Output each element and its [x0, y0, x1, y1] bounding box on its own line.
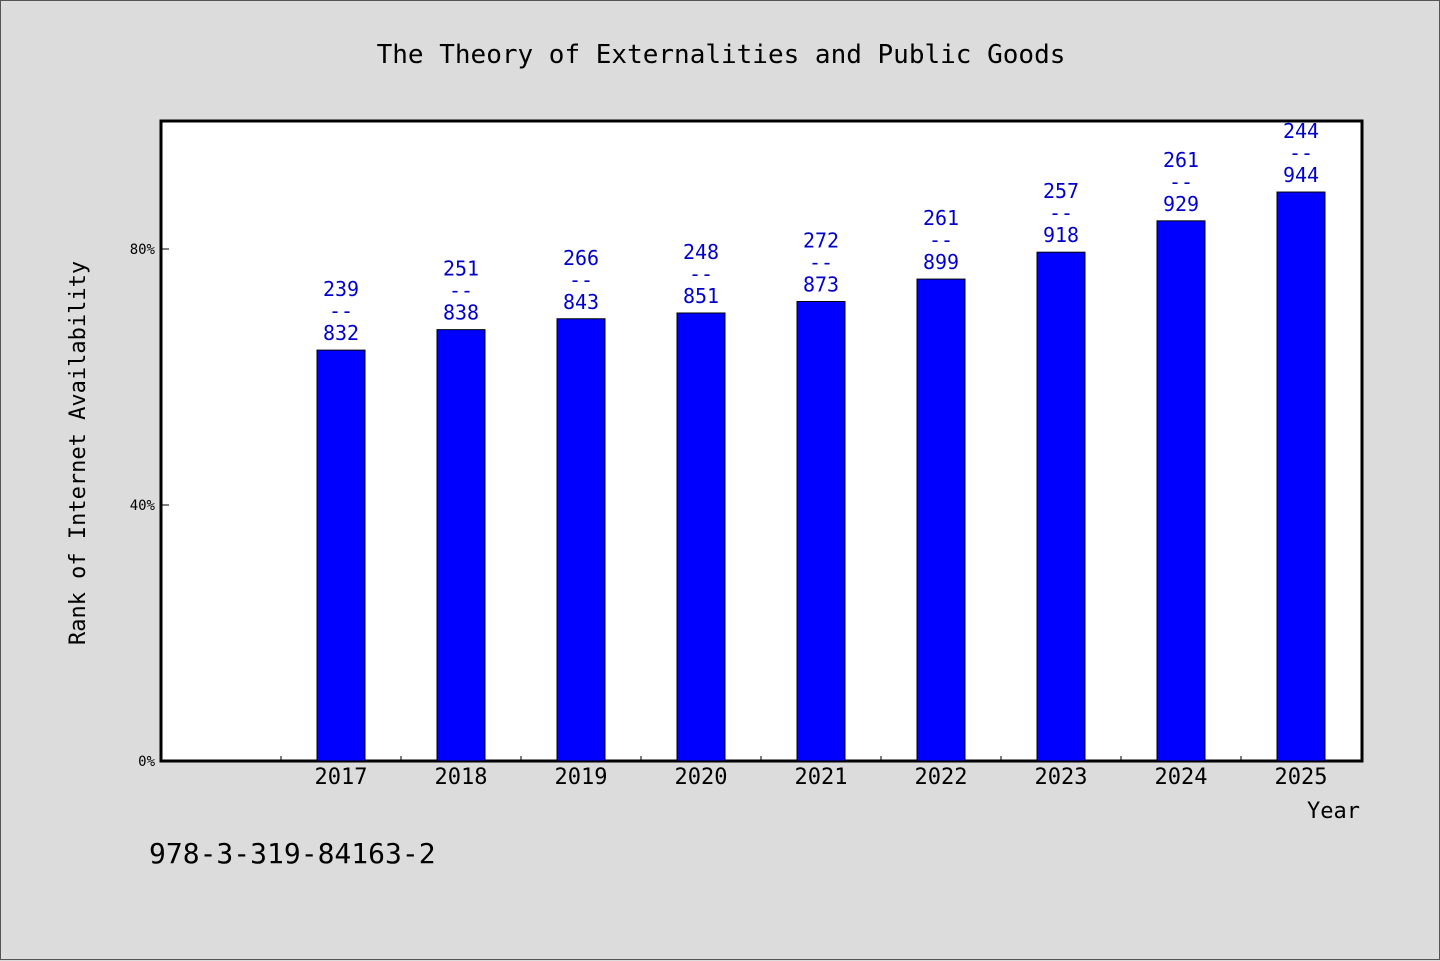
- bar-2019: [556, 318, 606, 762]
- x-tick-label-2022: 2022: [915, 765, 968, 790]
- y-tick-label-80: 80%: [130, 242, 156, 258]
- data-label-2020-line-2: --: [689, 262, 713, 286]
- x-tick-label-2025: 2025: [1275, 765, 1328, 790]
- data-label-2021-line-3: 873: [803, 272, 839, 296]
- x-tick-label-2023: 2023: [1035, 765, 1088, 790]
- y-tick-label-0: 0%: [138, 754, 155, 770]
- data-label-2023-line-1: 257: [1043, 179, 1079, 203]
- bar-2022: [916, 278, 966, 762]
- data-label-2022-line-2: --: [929, 228, 953, 252]
- bar-2021: [796, 300, 846, 762]
- bar-2020: [676, 312, 726, 762]
- y-tick-label-40: 40%: [130, 498, 156, 514]
- y-axis-title: Rank of Internet Availability: [66, 261, 91, 645]
- data-label-2017-line-2: --: [329, 299, 353, 323]
- y-axis-ticks: 0% 40% 80%: [130, 242, 169, 770]
- x-tick-label-2019: 2019: [555, 765, 608, 790]
- x-tick-label-2017: 2017: [315, 765, 368, 790]
- data-label-2019-line-3: 843: [563, 290, 599, 314]
- data-label-2023-line-2: --: [1049, 201, 1073, 225]
- bar-2017: [316, 349, 366, 762]
- data-label-2021-line-1: 272: [803, 228, 839, 252]
- data-label-2023-line-3: 918: [1043, 223, 1079, 247]
- data-label-2025-line-2: --: [1289, 141, 1313, 165]
- data-label-2021-line-2: --: [809, 250, 833, 274]
- x-axis-ticks: 2017 2018 2019 2020 2021 2022 2023 2024 2025: [280, 756, 1328, 790]
- data-label-2018-line-2: --: [449, 279, 473, 303]
- data-label-2024-line-1: 261: [1163, 148, 1199, 172]
- data-label-2019-line-1: 266: [563, 246, 599, 270]
- bar-2024: [1156, 220, 1206, 762]
- bar-2018: [436, 329, 486, 762]
- x-axis-title: Year: [1307, 799, 1360, 824]
- data-label-2018-line-3: 838: [443, 301, 479, 325]
- data-label-2017-line-1: 239: [323, 277, 359, 301]
- data-label-2022-line-3: 899: [923, 250, 959, 274]
- data-label-2025-line-3: 944: [1283, 163, 1319, 187]
- x-tick-label-2021: 2021: [795, 765, 848, 790]
- data-label-2020-line-1: 248: [683, 240, 719, 264]
- data-label-2022-line-1: 261: [923, 206, 959, 230]
- data-labels-layer: 239--832251--838266--843248--851272--873…: [323, 119, 1319, 345]
- bar-2023: [1036, 251, 1086, 762]
- data-label-2020-line-3: 851: [683, 284, 719, 308]
- data-label-2019-line-2: --: [569, 268, 593, 292]
- x-tick-label-2024: 2024: [1155, 765, 1208, 790]
- bar-2025: [1276, 191, 1326, 762]
- data-label-2018-line-1: 251: [443, 257, 479, 281]
- data-label-2024-line-2: --: [1169, 170, 1193, 194]
- data-label-2017-line-3: 832: [323, 321, 359, 345]
- isbn-label: 978-3-319-84163-2: [149, 837, 436, 870]
- data-label-2024-line-3: 929: [1163, 192, 1199, 216]
- chart-title: The Theory of Externalities and Public G…: [377, 40, 1066, 70]
- x-tick-label-2018: 2018: [435, 765, 488, 790]
- bars-layer: [316, 191, 1326, 762]
- x-tick-label-2020: 2020: [675, 765, 728, 790]
- data-label-2025-line-1: 244: [1283, 119, 1319, 143]
